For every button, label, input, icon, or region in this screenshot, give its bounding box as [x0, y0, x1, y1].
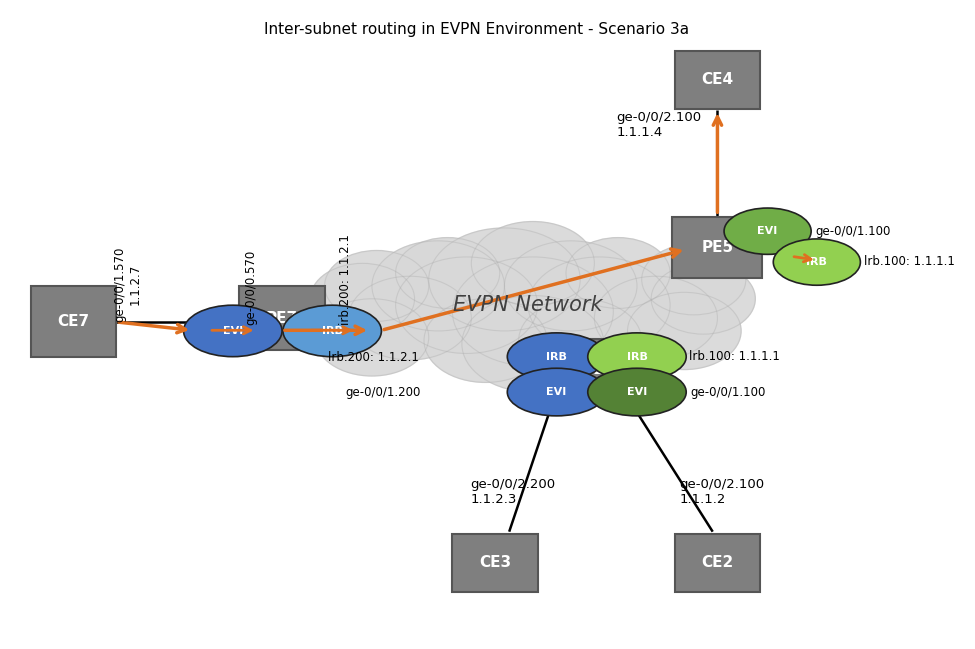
Text: IRB: IRB — [806, 257, 827, 267]
Text: ge-0/0/2.100
1.1.1.4: ge-0/0/2.100 1.1.1.4 — [616, 111, 701, 139]
Ellipse shape — [773, 239, 860, 286]
Circle shape — [628, 292, 741, 369]
Text: ge-0/0/2.200
1.1.2.3: ge-0/0/2.200 1.1.2.3 — [470, 478, 556, 506]
Text: IRB: IRB — [627, 352, 647, 361]
Text: PE5: PE5 — [701, 239, 733, 255]
Text: ge-0/0/0.570: ge-0/0/0.570 — [245, 249, 257, 324]
Circle shape — [566, 238, 670, 308]
Text: lrb.100: 1.1.1.1: lrb.100: 1.1.1.1 — [689, 350, 780, 363]
Text: Inter-subnet routing in EVPN Environment - Scenario 3a: Inter-subnet routing in EVPN Environment… — [263, 22, 688, 37]
Circle shape — [371, 241, 504, 331]
FancyBboxPatch shape — [552, 339, 646, 400]
Ellipse shape — [507, 368, 605, 416]
Circle shape — [519, 299, 642, 382]
Circle shape — [424, 299, 547, 382]
Text: CE4: CE4 — [701, 73, 733, 88]
Circle shape — [642, 244, 746, 315]
Text: CE3: CE3 — [479, 555, 511, 570]
Text: irb.200: 1.1.2.1: irb.200: 1.1.2.1 — [339, 234, 352, 324]
Circle shape — [471, 221, 595, 305]
Circle shape — [315, 299, 429, 376]
Circle shape — [325, 251, 429, 321]
Text: EVI: EVI — [758, 227, 778, 236]
Circle shape — [452, 257, 613, 366]
FancyBboxPatch shape — [675, 51, 760, 109]
Text: ge-0/0/2.100
1.1.1.2: ge-0/0/2.100 1.1.1.2 — [680, 478, 764, 506]
Text: IRB: IRB — [546, 352, 566, 361]
Circle shape — [462, 295, 604, 392]
Ellipse shape — [507, 333, 605, 380]
Text: ge-0/0/1.100: ge-0/0/1.100 — [690, 386, 765, 398]
FancyBboxPatch shape — [452, 533, 537, 591]
Text: EVI: EVI — [546, 387, 566, 397]
Text: PE2: PE2 — [583, 362, 615, 377]
Text: EVPN Network: EVPN Network — [453, 295, 603, 315]
Text: ge-0/0/1.570
1.1.2.7: ge-0/0/1.570 1.1.2.7 — [114, 247, 141, 322]
Circle shape — [310, 263, 414, 334]
Circle shape — [429, 228, 580, 331]
Ellipse shape — [724, 208, 811, 254]
Text: ge-0/0/1.200: ge-0/0/1.200 — [346, 386, 421, 398]
Text: IRB: IRB — [322, 326, 342, 336]
Ellipse shape — [588, 333, 686, 380]
Circle shape — [651, 263, 756, 334]
FancyBboxPatch shape — [240, 286, 325, 350]
FancyBboxPatch shape — [673, 217, 762, 278]
Ellipse shape — [183, 305, 282, 357]
Circle shape — [396, 257, 537, 354]
Text: CE2: CE2 — [701, 555, 733, 570]
Text: EVI: EVI — [627, 387, 647, 397]
FancyBboxPatch shape — [675, 533, 760, 591]
Circle shape — [595, 276, 718, 360]
Circle shape — [504, 241, 637, 331]
Circle shape — [348, 276, 471, 360]
Circle shape — [528, 257, 670, 354]
Ellipse shape — [283, 305, 381, 357]
Text: lrb.200: 1.1.2.1: lrb.200: 1.1.2.1 — [329, 352, 419, 365]
Text: ge-0/0/1.100: ge-0/0/1.100 — [815, 225, 890, 238]
Text: lrb.100: 1.1.1.1: lrb.100: 1.1.1.1 — [864, 255, 956, 268]
Text: PE7: PE7 — [266, 311, 298, 326]
Ellipse shape — [588, 368, 686, 416]
FancyBboxPatch shape — [31, 286, 116, 357]
Text: EVI: EVI — [222, 326, 243, 336]
Text: CE7: CE7 — [58, 313, 90, 329]
Circle shape — [396, 238, 500, 308]
